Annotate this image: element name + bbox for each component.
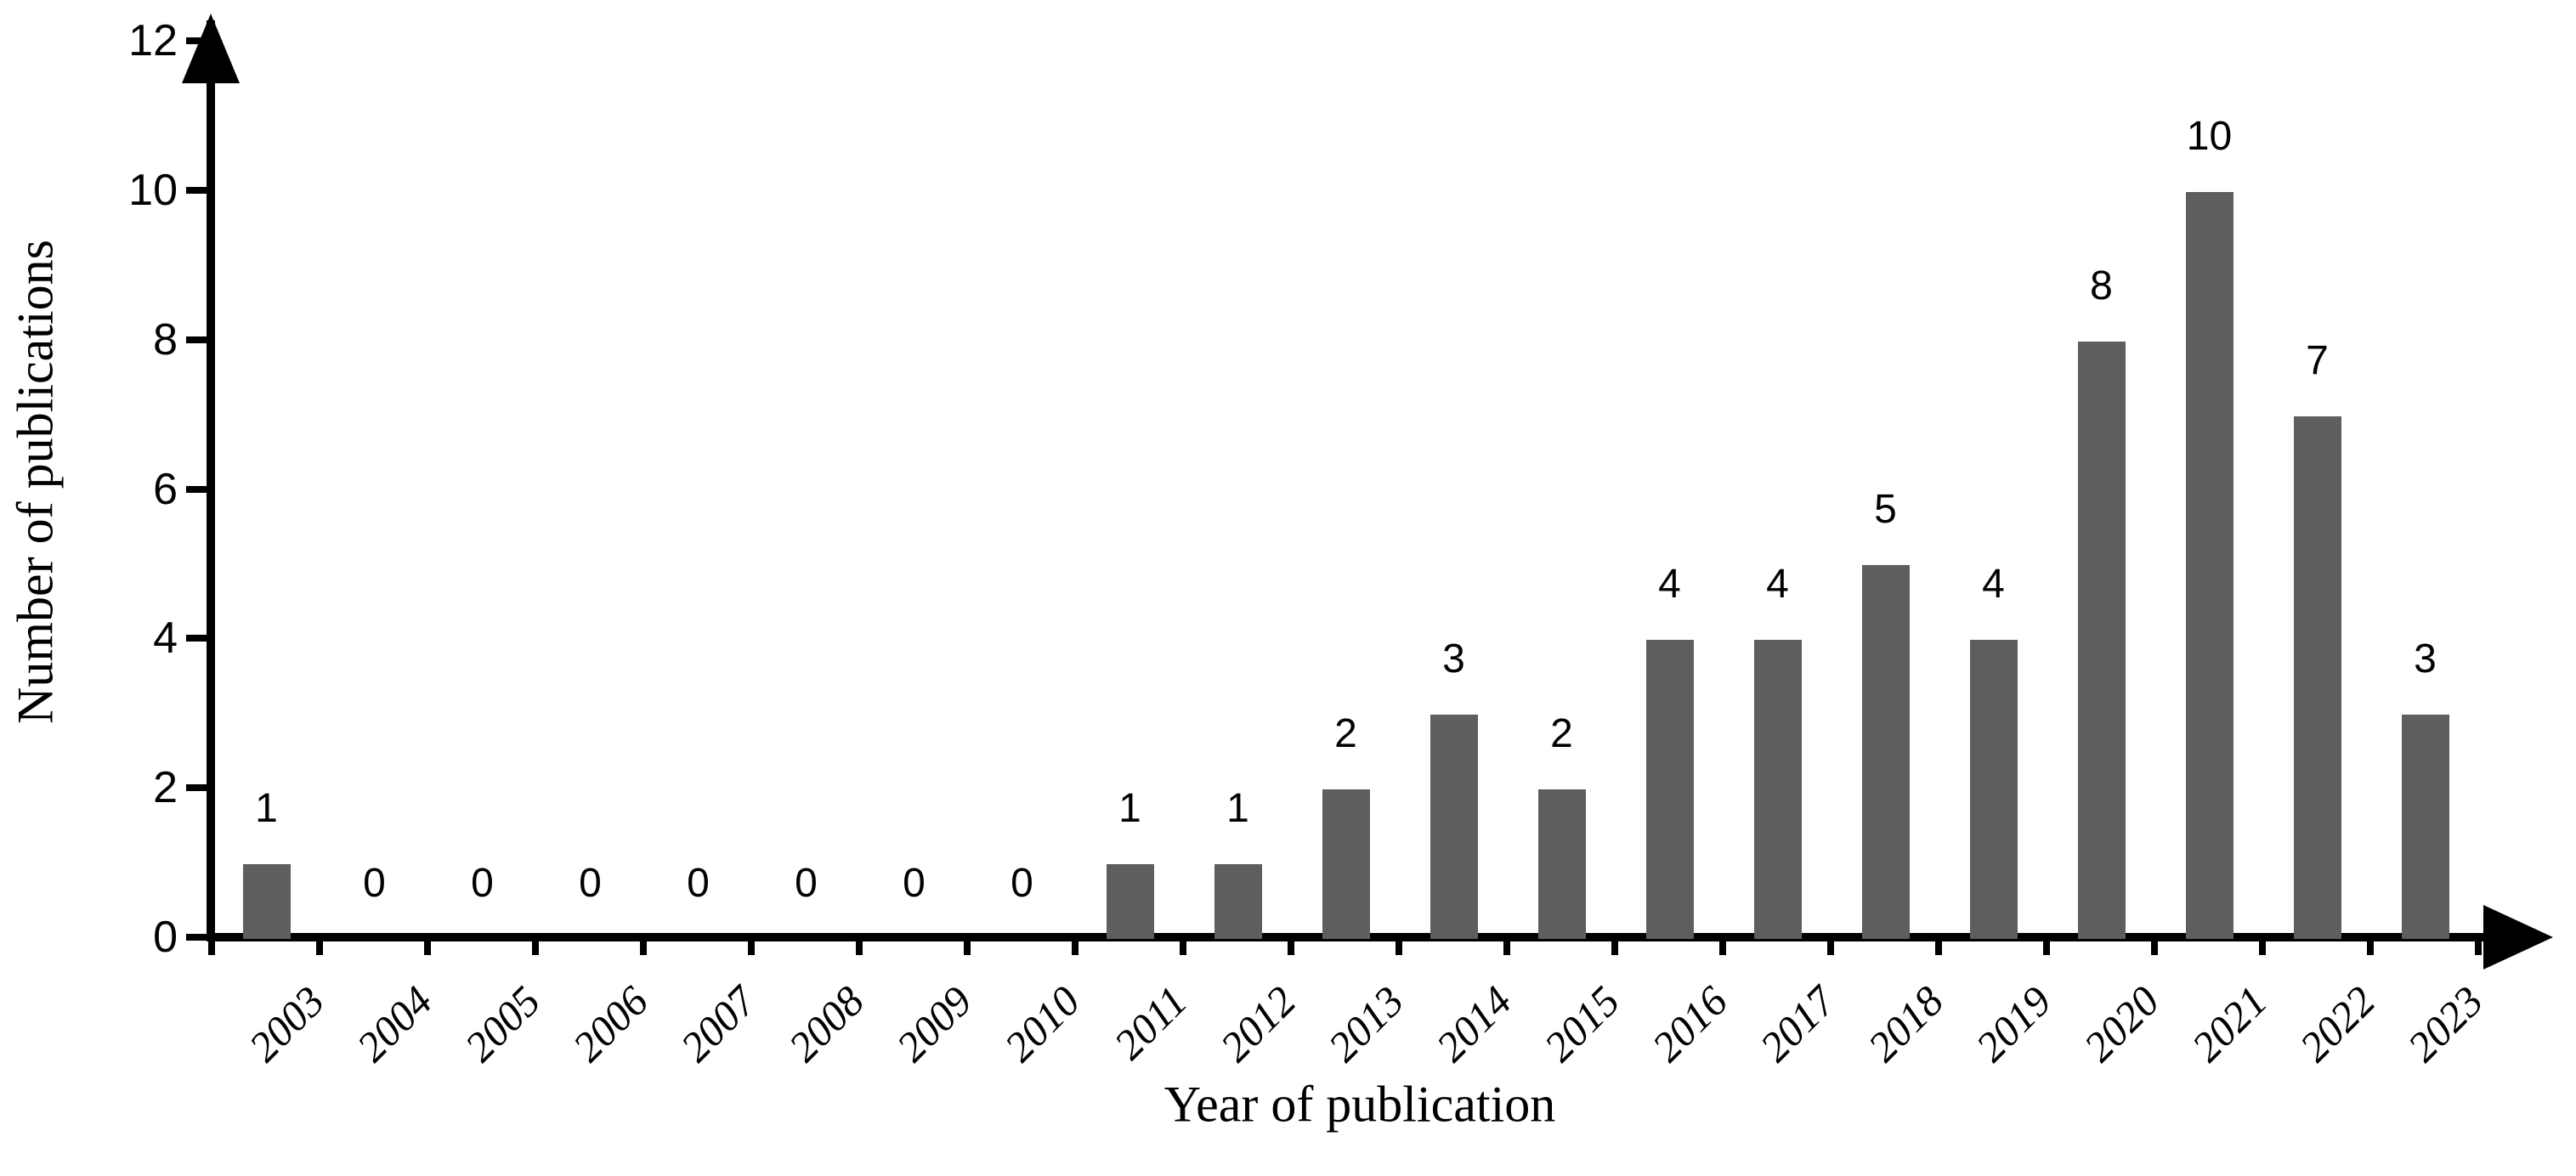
x-tick-label: 2004 <box>347 976 441 1071</box>
x-tick <box>748 933 755 955</box>
x-tick-label: 2006 <box>563 976 657 1071</box>
x-tick <box>2475 933 2482 955</box>
y-tick-label: 12 <box>128 16 178 65</box>
bar <box>2185 191 2233 939</box>
y-tick <box>186 934 207 941</box>
x-tick-label: 2020 <box>2074 976 2168 1071</box>
y-axis-line <box>207 20 215 941</box>
x-tick-label: 2012 <box>1210 976 1305 1071</box>
y-tick-label: 10 <box>128 165 178 215</box>
x-tick <box>2043 933 2050 955</box>
y-tick-label: 4 <box>153 613 178 664</box>
x-tick <box>1288 933 1294 955</box>
x-tick <box>1719 933 1726 955</box>
x-axis-arrow-icon <box>2483 905 2553 970</box>
x-tick-label: 2022 <box>2290 976 2384 1071</box>
y-tick-label: 6 <box>153 464 178 514</box>
x-tick-label: 2016 <box>1642 976 1736 1071</box>
bar <box>2077 341 2126 939</box>
bar-value-label: 1 <box>1226 786 1249 832</box>
bar <box>1753 640 1802 939</box>
bar <box>1645 640 1694 939</box>
y-tick <box>186 37 207 44</box>
bar-value-label: 0 <box>471 861 494 906</box>
x-tick <box>1072 933 1079 955</box>
x-tick-label: 2013 <box>1318 976 1413 1071</box>
x-tick <box>532 933 539 955</box>
x-tick-label: 2009 <box>886 976 981 1071</box>
x-tick-label: 2005 <box>455 976 549 1071</box>
x-tick-label: 2011 <box>1104 976 1197 1069</box>
bar <box>1861 565 1910 939</box>
y-tick <box>186 186 207 194</box>
bar <box>1322 789 1370 939</box>
bar-value-label: 0 <box>687 861 710 906</box>
bar <box>1969 640 2018 939</box>
x-tick <box>1827 933 1834 955</box>
x-tick-label: 2007 <box>671 976 765 1071</box>
bar-value-label: 3 <box>1442 636 1465 682</box>
x-tick <box>1396 933 1402 955</box>
x-tick <box>1611 933 1618 955</box>
x-tick-label: 2014 <box>1426 976 1520 1071</box>
y-tick <box>186 635 207 642</box>
y-tick-label: 8 <box>153 314 178 365</box>
x-tick-label: 2017 <box>1750 976 1844 1071</box>
bar-value-label: 2 <box>1334 711 1357 757</box>
bar-value-label: 8 <box>2090 263 2113 308</box>
x-tick <box>640 933 647 955</box>
x-tick-label: 2023 <box>2398 976 2492 1071</box>
x-tick-label: 2019 <box>1966 976 2060 1071</box>
bar-value-label: 0 <box>579 861 602 906</box>
y-tick <box>186 336 207 343</box>
y-axis-arrow-icon <box>182 14 240 83</box>
bar-value-label: 4 <box>1982 562 2005 608</box>
y-tick-label: 2 <box>153 763 178 813</box>
x-tick <box>1180 933 1186 955</box>
x-tick <box>856 933 863 955</box>
bar <box>1430 715 1478 939</box>
bar <box>1214 864 1262 939</box>
x-tick <box>1503 933 1510 955</box>
y-tick-label: 0 <box>153 913 178 962</box>
y-tick <box>186 784 207 792</box>
x-tick-label: 2018 <box>1858 976 1952 1071</box>
bar-value-label: 0 <box>903 861 926 906</box>
x-tick <box>2151 933 2158 955</box>
y-tick <box>186 485 207 493</box>
x-tick <box>208 933 215 955</box>
x-tick <box>2259 933 2266 955</box>
x-tick <box>424 933 431 955</box>
x-axis-title: Year of publication <box>1163 1076 1556 1133</box>
x-tick-label: 2003 <box>239 976 333 1071</box>
bar-value-label: 2 <box>1550 711 1573 757</box>
x-tick-label: 2015 <box>1534 976 1628 1071</box>
bar-value-label: 4 <box>1658 562 1681 608</box>
bar-value-label: 4 <box>1766 562 1789 608</box>
bar-value-label: 0 <box>795 861 818 906</box>
bar-value-label: 5 <box>1874 487 1897 533</box>
bar-value-label: 3 <box>2414 636 2437 682</box>
bar-value-label: 7 <box>2306 337 2329 383</box>
bar-value-label: 0 <box>363 861 386 906</box>
x-tick-label: 2008 <box>778 976 873 1071</box>
bar <box>242 864 291 939</box>
x-tick-label: 2021 <box>2182 976 2276 1071</box>
bar-value-label: 10 <box>2186 113 2233 159</box>
x-tick <box>2367 933 2374 955</box>
bar <box>1106 864 1154 939</box>
bar-value-label: 1 <box>255 786 278 832</box>
y-axis-title: Number of publications <box>7 240 64 724</box>
bar-value-label: 0 <box>1011 861 1033 906</box>
x-tick-label: 2010 <box>994 976 1089 1071</box>
bar <box>1537 789 1586 939</box>
bar <box>2293 416 2341 939</box>
x-tick <box>964 933 971 955</box>
bar-value-label: 1 <box>1118 786 1141 832</box>
x-tick <box>1935 933 1942 955</box>
x-tick <box>316 933 323 955</box>
bar <box>2401 715 2449 939</box>
